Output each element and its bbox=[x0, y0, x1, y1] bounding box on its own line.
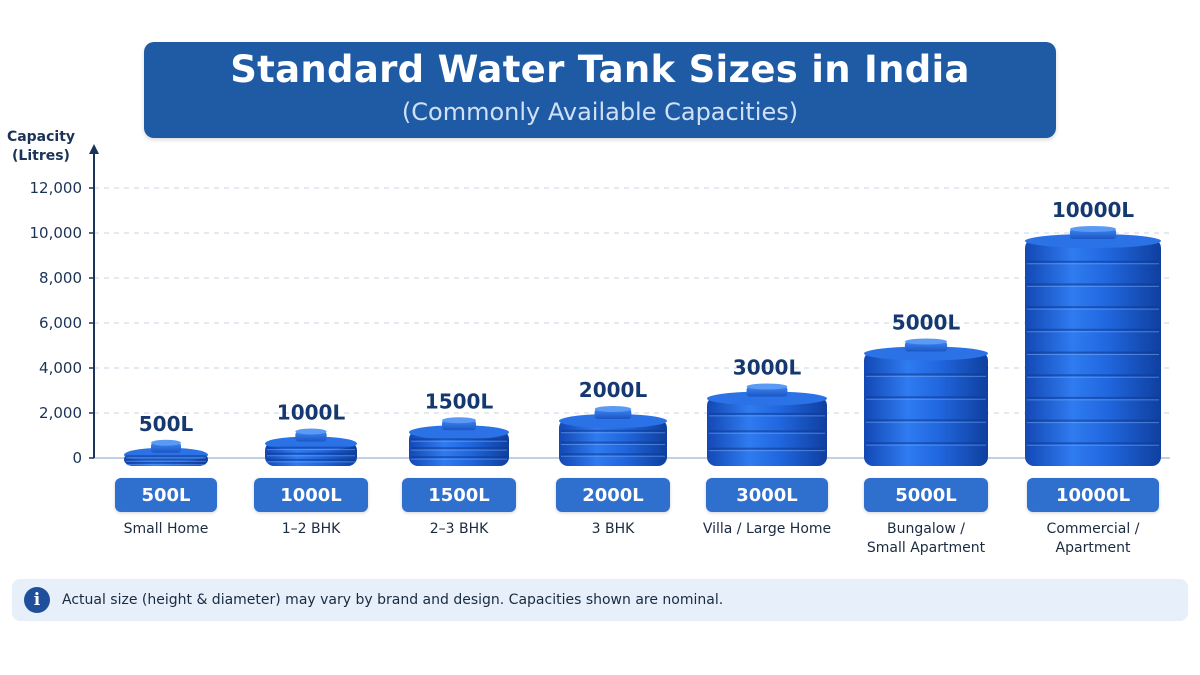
y-tick-label: 2,000 bbox=[39, 404, 82, 422]
data-label: 2000L bbox=[579, 378, 648, 402]
tank-lid-top bbox=[1069, 226, 1117, 232]
note-bar: i Actual size (height & diameter) may va… bbox=[12, 579, 1188, 621]
tank-lid-top bbox=[904, 338, 948, 345]
x-tick-label: 1000L bbox=[254, 478, 368, 512]
y-tick-label: 10,000 bbox=[30, 224, 83, 242]
x-tick-label: 10000L bbox=[1027, 478, 1159, 512]
category-description-line: Small Home bbox=[123, 521, 209, 537]
y-axis-title-line: (Litres) bbox=[12, 148, 70, 164]
tank-lid-top bbox=[295, 428, 327, 435]
tank-bar bbox=[559, 406, 667, 466]
x-tick-label: 2000L bbox=[556, 478, 670, 512]
category-description: Bungalow / Small Apartment bbox=[836, 520, 1016, 558]
y-tick-label: 12,000 bbox=[30, 179, 83, 197]
data-label: 1500L bbox=[425, 389, 494, 413]
y-axis-title: Capacity (Litres) bbox=[6, 128, 76, 166]
y-tick-label: 6,000 bbox=[39, 314, 82, 332]
y-axis-arrow bbox=[89, 144, 99, 154]
note-text: Actual size (height & diameter) may vary… bbox=[62, 592, 724, 608]
category-description-line: Bungalow / bbox=[887, 521, 965, 537]
tank-body bbox=[864, 351, 988, 466]
category-description: Commercial / Apartment bbox=[1003, 520, 1183, 558]
tank-top bbox=[1025, 234, 1161, 248]
tank-bar bbox=[864, 338, 988, 466]
tank-bar bbox=[1025, 226, 1161, 466]
tank-bar bbox=[124, 439, 208, 466]
category-description-line: 1–2 BHK bbox=[281, 521, 341, 537]
x-tick-label: 3000L bbox=[706, 478, 828, 512]
category-description: 3 BHK bbox=[523, 520, 703, 539]
category-description: 2–3 BHK bbox=[369, 520, 549, 539]
y-axis-title-line: Capacity bbox=[6, 129, 76, 145]
x-tick-label: 500L bbox=[115, 478, 217, 512]
x-tick-label: 1500L bbox=[402, 478, 516, 512]
tank-lid-top bbox=[594, 406, 632, 412]
data-label: 1000L bbox=[277, 401, 346, 425]
tank-bar bbox=[265, 428, 357, 466]
category-description-line: Commercial / bbox=[1046, 521, 1140, 537]
title-banner: Standard Water Tank Sizes in India (Comm… bbox=[144, 42, 1056, 138]
category-description-line: Apartment bbox=[1055, 540, 1131, 556]
y-tick-label: 0 bbox=[72, 449, 82, 467]
data-label: 5000L bbox=[892, 311, 961, 335]
tank-top bbox=[559, 414, 667, 428]
info-icon: i bbox=[24, 587, 50, 613]
data-label: 500L bbox=[139, 412, 194, 436]
category-description-line: 3 BHK bbox=[591, 521, 635, 537]
category-description: Villa / Large Home bbox=[677, 520, 857, 539]
chart-area: 0 2,000 4,000 6,000 8,000 10,000 12,000 500L 10… bbox=[30, 144, 1170, 467]
tank-lid-top bbox=[442, 417, 476, 424]
tank-top bbox=[864, 346, 988, 361]
tank-bar bbox=[409, 417, 509, 466]
y-tick-label: 8,000 bbox=[39, 269, 82, 287]
category-description-line: Small Apartment bbox=[866, 540, 986, 556]
chart-title: Standard Water Tank Sizes in India bbox=[230, 48, 970, 91]
chart-subtitle: (Commonly Available Capacities) bbox=[401, 98, 799, 126]
tank-top bbox=[707, 391, 827, 406]
category-description-line: Villa / Large Home bbox=[702, 521, 832, 537]
data-label: 10000L bbox=[1052, 198, 1135, 222]
tank-lid-top bbox=[746, 383, 788, 390]
tank-lid-top bbox=[151, 439, 181, 446]
data-label: 3000L bbox=[733, 356, 802, 380]
x-tick-label: 5000L bbox=[864, 478, 988, 512]
tank-top bbox=[409, 425, 509, 440]
tank-bar bbox=[707, 383, 827, 466]
category-description: 1–2 BHK bbox=[221, 520, 401, 539]
category-description: Small Home bbox=[76, 520, 256, 539]
y-tick-label: 4,000 bbox=[39, 359, 82, 377]
category-description-line: 2–3 BHK bbox=[429, 521, 489, 537]
